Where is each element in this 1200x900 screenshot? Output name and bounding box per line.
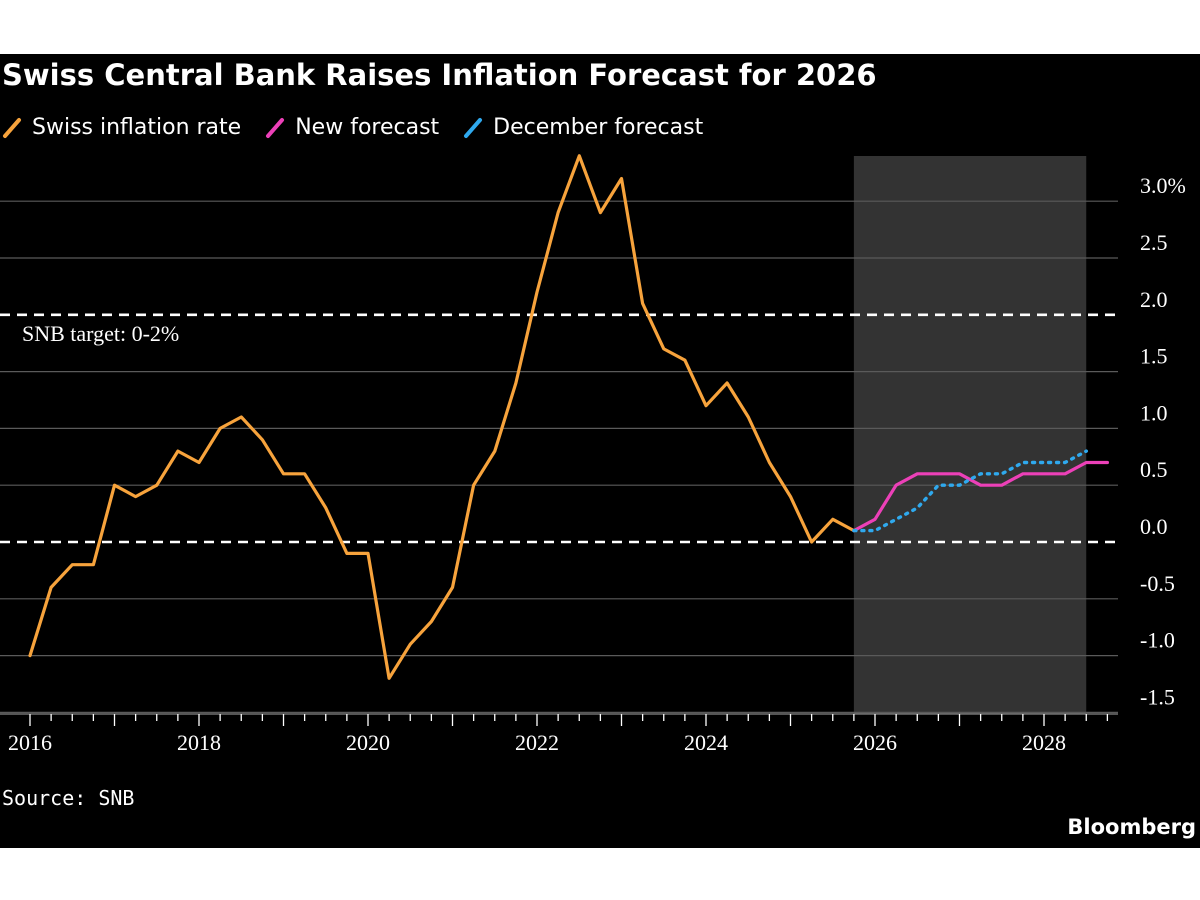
x-tick-label: 2028 [1022,730,1066,755]
y-tick-label: -1.0 [1140,628,1175,653]
legend-item: Swiss inflation rate [2,114,241,140]
legend-swatch [464,118,483,138]
legend-label: December forecast [493,114,704,140]
legend-swatch [3,118,21,138]
target-band-label: SNB target: 0-2% [22,321,179,346]
y-tick-label: 2.0 [1140,287,1168,312]
legend-item: December forecast [463,114,703,140]
x-tick-label: 2020 [346,730,390,755]
x-tick-label: 2016 [8,730,52,755]
x-tick-label: 2022 [515,730,559,755]
series-line-2 [852,449,1089,533]
series-line-0 [28,154,856,680]
y-tick-label: 3.0% [1140,173,1186,198]
y-tick-label: 0.0 [1140,514,1168,539]
y-tick-label: 1.5 [1140,344,1168,369]
legend-label: New forecast [295,114,440,140]
y-tick-label: 0.5 [1140,457,1168,482]
y-tick-label: -0.5 [1140,571,1175,596]
y-tick-label: 1.0 [1140,400,1168,425]
brand-logo: Bloomberg [1067,815,1196,839]
source-note: Source: SNB [2,786,135,810]
y-tick-label: 2.5 [1140,230,1168,255]
x-tick-label: 2026 [853,730,897,755]
legend-label: Swiss inflation rate [32,114,242,140]
chart-legend: Swiss inflation rate New forecast December… [2,114,727,140]
y-tick-label: -1.5 [1140,684,1175,709]
forecast-region [853,156,1087,714]
legend-item: New forecast [265,114,439,140]
chart-title: Swiss Central Bank Raises Inflation Fore… [2,58,877,92]
x-tick-label: 2018 [177,730,221,755]
x-tick-label: 2024 [684,730,728,755]
series-line-1 [852,460,1110,533]
legend-swatch [266,118,285,138]
